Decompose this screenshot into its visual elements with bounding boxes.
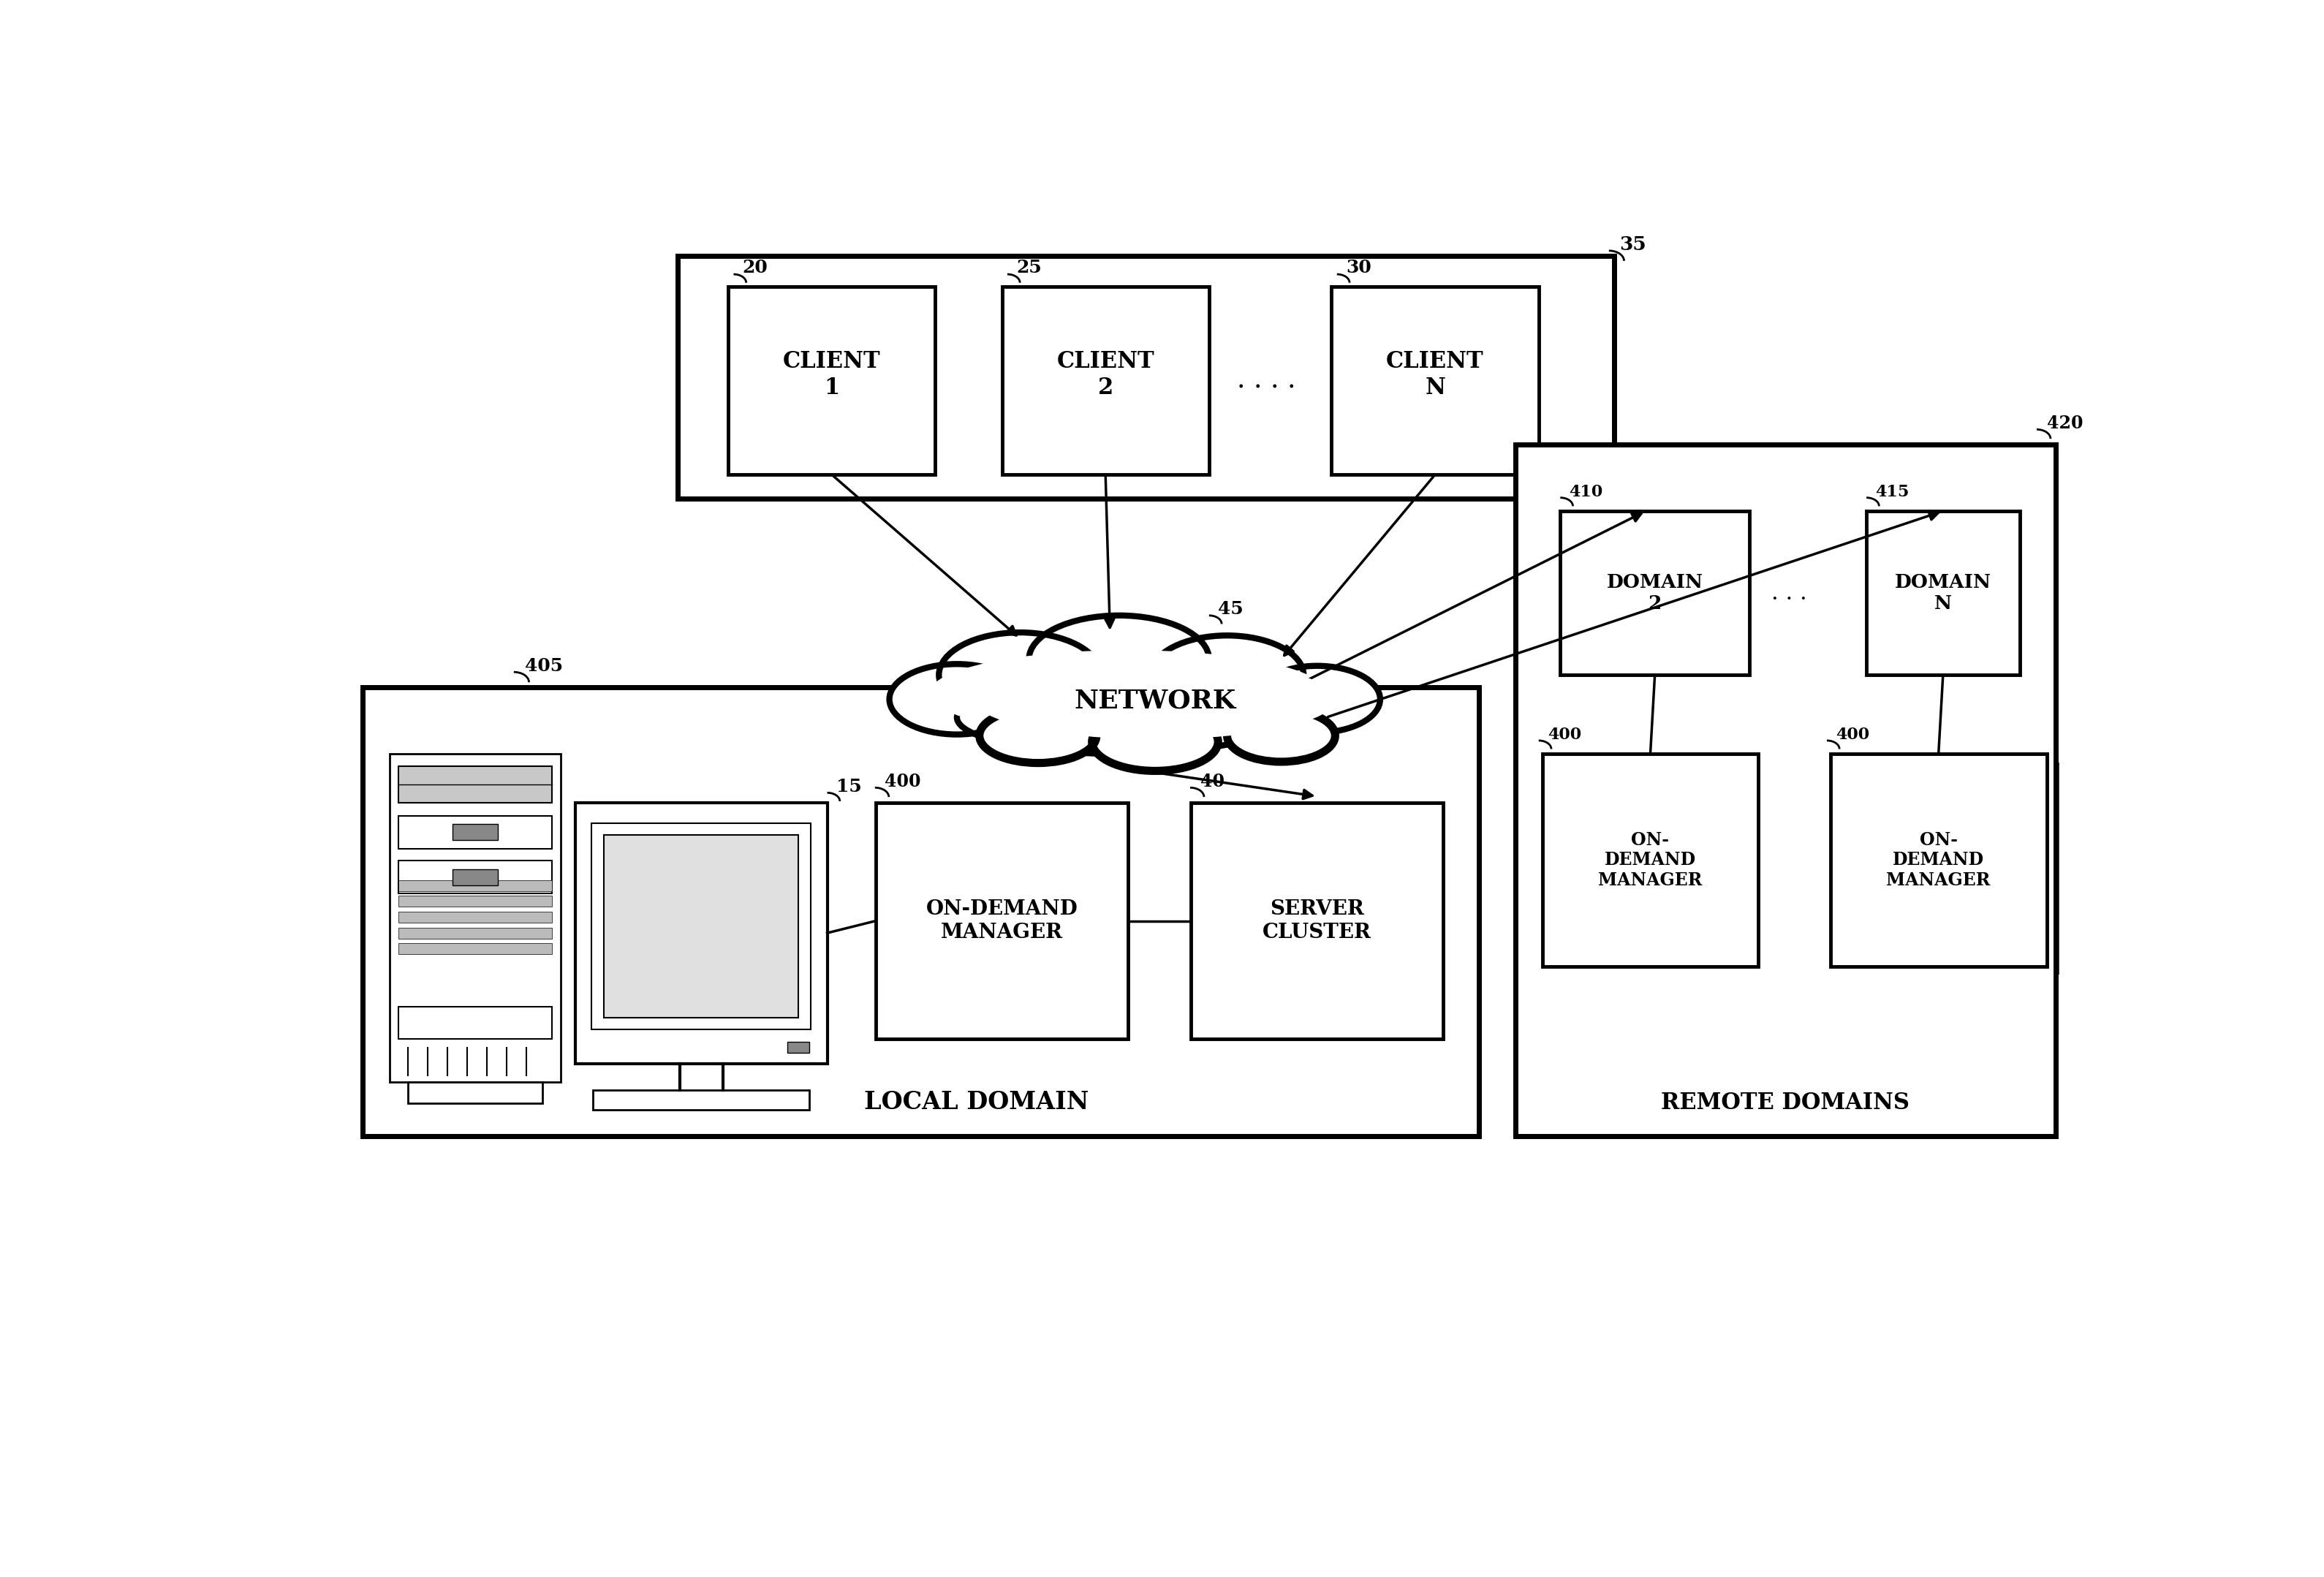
Bar <box>1866 511 2020 675</box>
Text: . . .: . . . <box>1771 582 1806 604</box>
Bar <box>1573 519 1762 683</box>
Text: 30: 30 <box>1346 259 1371 276</box>
Text: . . . .: . . . . <box>1236 367 1297 393</box>
Bar <box>679 255 1615 498</box>
Text: NETWORK: NETWORK <box>1074 688 1236 713</box>
Text: ON-
DEMAND
MANAGER: ON- DEMAND MANAGER <box>1599 831 1703 889</box>
Text: DOMAIN
2: DOMAIN 2 <box>1606 574 1703 613</box>
Bar <box>604 836 799 1017</box>
Bar <box>400 912 551 923</box>
Bar <box>1559 511 1750 675</box>
Ellipse shape <box>957 681 1281 754</box>
Bar <box>1016 296 1222 484</box>
Text: 400: 400 <box>1548 727 1580 743</box>
Bar <box>744 296 951 484</box>
Bar <box>727 287 934 475</box>
Ellipse shape <box>1030 615 1208 703</box>
Ellipse shape <box>1227 710 1334 762</box>
Text: LOCAL DOMAIN: LOCAL DOMAIN <box>865 1090 1090 1115</box>
Text: 420: 420 <box>2047 415 2082 432</box>
Text: REMOTE DOMAINS: REMOTE DOMAINS <box>1662 1091 1910 1115</box>
Text: 25: 25 <box>1016 259 1041 276</box>
Bar <box>590 823 811 1030</box>
Text: 40: 40 <box>1199 773 1225 790</box>
Bar <box>400 815 551 848</box>
Bar <box>400 766 551 803</box>
Text: 15: 15 <box>837 777 862 795</box>
Bar <box>400 880 551 891</box>
Ellipse shape <box>1255 665 1380 733</box>
Bar <box>1543 754 1759 967</box>
Bar <box>892 814 1143 1050</box>
Bar <box>400 943 551 954</box>
Text: CLIENT
1: CLIENT 1 <box>783 350 881 399</box>
Bar <box>1843 762 2059 975</box>
Bar <box>593 1090 809 1110</box>
Bar <box>400 861 551 894</box>
Ellipse shape <box>939 632 1102 718</box>
Text: ON-
DEMAND
MANAGER: ON- DEMAND MANAGER <box>1887 831 1992 889</box>
Text: CLIENT
N: CLIENT N <box>1385 350 1485 399</box>
Text: 20: 20 <box>744 259 767 276</box>
Bar <box>876 803 1127 1039</box>
Bar <box>400 927 551 938</box>
Bar <box>1555 762 1771 975</box>
Ellipse shape <box>1150 636 1304 714</box>
Text: 410: 410 <box>1569 484 1604 500</box>
Ellipse shape <box>976 659 1334 738</box>
Ellipse shape <box>1092 713 1218 771</box>
Bar <box>453 825 497 841</box>
Text: 400: 400 <box>1836 727 1868 743</box>
Text: ON-DEMAND
MANAGER: ON-DEMAND MANAGER <box>925 899 1078 941</box>
Bar <box>1206 814 1459 1050</box>
Bar <box>1515 445 2054 1137</box>
Ellipse shape <box>890 664 1025 735</box>
Bar <box>400 896 551 907</box>
Text: SERVER
CLUSTER: SERVER CLUSTER <box>1262 899 1371 941</box>
Ellipse shape <box>978 708 1097 763</box>
Bar <box>390 754 560 1082</box>
Bar <box>1346 296 1552 484</box>
Text: 45: 45 <box>1218 601 1243 618</box>
Bar <box>453 869 497 885</box>
Bar <box>400 1006 551 1039</box>
Bar <box>1332 287 1538 475</box>
Text: 35: 35 <box>1620 235 1648 254</box>
Bar <box>574 803 827 1063</box>
Bar <box>407 1082 541 1104</box>
Bar <box>1880 519 2031 683</box>
Text: 405: 405 <box>525 658 562 675</box>
Bar <box>1002 287 1208 475</box>
Text: CLIENT
2: CLIENT 2 <box>1057 350 1155 399</box>
Bar <box>1831 754 2047 967</box>
Text: DOMAIN
N: DOMAIN N <box>1894 574 1992 613</box>
Bar <box>788 1042 809 1052</box>
Ellipse shape <box>930 651 1327 735</box>
Bar <box>1190 803 1443 1039</box>
Bar <box>363 688 1478 1137</box>
Text: 400: 400 <box>885 773 920 790</box>
Text: 415: 415 <box>1875 484 1910 500</box>
